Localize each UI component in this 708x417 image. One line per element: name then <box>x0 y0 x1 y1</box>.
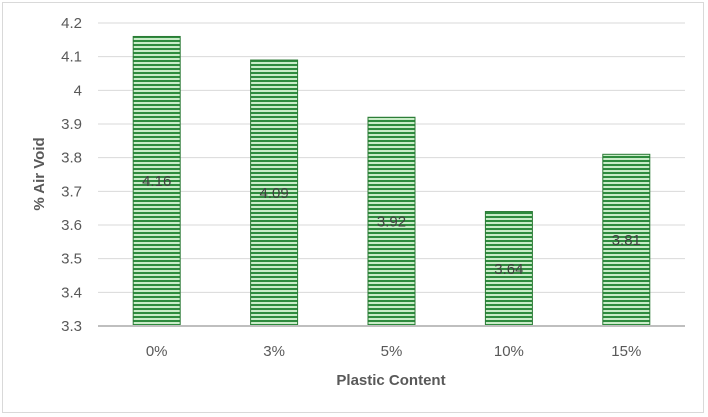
y-tick-label: 4 <box>74 82 82 99</box>
bars <box>132 35 651 327</box>
data-label: 3.64 <box>494 261 523 278</box>
y-tick-label: 3.7 <box>61 183 82 200</box>
y-tick-label: 4.2 <box>61 15 82 32</box>
y-tick-label: 3.5 <box>61 251 82 268</box>
y-tick-label: 3.3 <box>61 318 82 335</box>
x-tick-label: 5% <box>381 343 403 360</box>
x-tick-label: 3% <box>263 343 285 360</box>
y-axis-ticks: 3.3 3.4 3.5 3.6 3.7 3.8 3.9 4 4.1 4.2 <box>61 15 82 335</box>
y-tick-label: 3.8 <box>61 150 82 167</box>
y-tick-label: 3.9 <box>61 116 82 133</box>
x-tick-label: 0% <box>146 343 168 360</box>
y-axis-title: % Air Void <box>31 137 48 210</box>
data-labels: 4.16 4.09 3.92 3.64 3.81 <box>142 173 641 278</box>
x-tick-label: 10% <box>494 343 524 360</box>
data-label: 3.81 <box>612 232 641 249</box>
x-tick-label: 15% <box>611 343 641 360</box>
data-label: 4.16 <box>142 173 171 190</box>
chart-frame <box>2 2 704 413</box>
x-axis-title: Plastic Content <box>336 372 445 389</box>
y-tick-label: 4.1 <box>61 49 82 66</box>
bar <box>602 153 651 327</box>
y-tick-label: 3.4 <box>61 284 82 301</box>
x-axis: 0% 3% 5% 10% 15% <box>98 325 685 360</box>
data-label: 4.09 <box>259 185 288 202</box>
y-tick-label: 3.6 <box>61 217 82 234</box>
data-label: 3.92 <box>377 214 406 231</box>
